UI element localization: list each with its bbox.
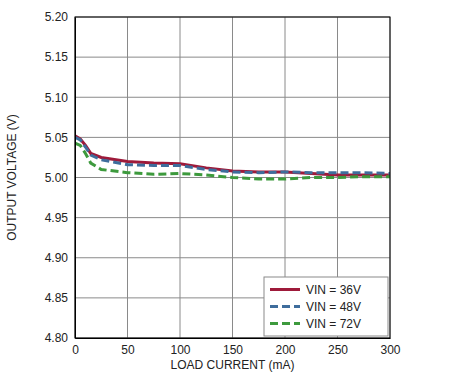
x-tick-label: 50 [121, 343, 135, 357]
series-line [75, 137, 390, 173]
series-line [75, 136, 390, 175]
x-tick: 100 [170, 338, 190, 357]
y-axis-line [75, 18, 76, 339]
x-tick: 250 [328, 338, 348, 357]
y-tick: 4.90 [45, 251, 75, 265]
x-axis-title: LOAD CURRENT (mA) [171, 358, 295, 372]
x-tick: 200 [275, 338, 295, 357]
y-axis-title: OUTPUT VOLTAGE (V) [5, 114, 19, 241]
grid [75, 17, 390, 338]
y-tick-label: 4.85 [45, 291, 69, 305]
legend-label: VIN = 72V [306, 317, 361, 331]
y-tick-label: 4.80 [45, 331, 69, 345]
y-tick: 5.00 [45, 171, 75, 185]
legend: VIN = 36V VIN = 48V VIN = 72V [264, 277, 388, 336]
x-axis-line [76, 338, 391, 339]
x-tick: 300 [380, 338, 400, 357]
y-tick-label: 4.95 [45, 211, 69, 225]
chart: 0 50 100 150 200 250 300 4.80 4.85 4.90 4.95 5.00 5.… [0, 0, 469, 373]
y-tick: 4.80 [45, 331, 75, 345]
y-tick: 5.15 [45, 50, 75, 64]
legend-box [264, 277, 388, 336]
y-tick: 5.20 [45, 10, 75, 24]
legend-swatch [270, 288, 300, 291]
x-tick: 50 [121, 338, 135, 357]
grid-line-y [75, 97, 390, 98]
y-tick: 5.05 [45, 131, 75, 145]
y-tick-label: 5.15 [45, 50, 69, 64]
grid-line-y [75, 217, 390, 218]
x-axis: 0 50 100 150 200 250 300 [72, 338, 401, 357]
x-tick: 0 [72, 338, 79, 357]
x-tick-label: 250 [328, 343, 348, 357]
y-tick: 5.10 [45, 91, 75, 105]
x-tick-label: 0 [72, 343, 79, 357]
x-tick-label: 200 [275, 343, 295, 357]
y-tick: 4.85 [45, 291, 75, 305]
grid-line-y [75, 257, 390, 258]
legend-swatch [270, 322, 300, 325]
grid-line-y [75, 57, 390, 58]
x-tick: 150 [223, 338, 243, 357]
legend-label: VIN = 36V [306, 283, 361, 297]
y-tick-label: 4.90 [45, 251, 69, 265]
series-lines [75, 136, 390, 179]
grid-line-y [75, 137, 390, 138]
legend-label: VIN = 48V [306, 300, 361, 314]
y-tick-label: 5.20 [45, 10, 69, 24]
y-tick: 4.95 [45, 211, 75, 225]
x-tick-label: 150 [223, 343, 243, 357]
y-tick-label: 5.05 [45, 131, 69, 145]
x-tick-label: 100 [170, 343, 190, 357]
legend-swatch [270, 305, 300, 308]
plot: 0 50 100 150 200 250 300 4.80 4.85 4.90 4.95 5.00 5.… [45, 10, 401, 356]
y-tick-label: 5.00 [45, 171, 69, 185]
plot-frame [75, 17, 390, 338]
y-tick-label: 5.10 [45, 91, 69, 105]
y-axis: 4.80 4.85 4.90 4.95 5.00 5.05 5.10 5.15 5.20 [45, 10, 76, 345]
x-tick-label: 300 [380, 343, 400, 357]
series-line [75, 143, 390, 179]
